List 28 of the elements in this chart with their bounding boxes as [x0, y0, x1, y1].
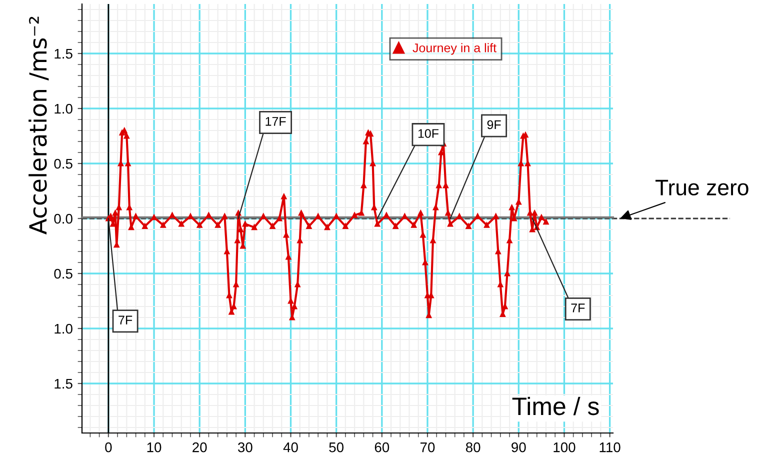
y-tick-label: 0.5 [54, 268, 72, 279]
x-tick-label: 10 [147, 442, 162, 452]
x-tick-label: 90 [512, 442, 526, 452]
y-tick-label: 1.5 [54, 48, 72, 59]
x-axis-title: Time / s [512, 396, 599, 416]
x-tick-label: 0 [105, 442, 112, 452]
x-tick-label: 50 [329, 442, 344, 452]
y-tick-label: 0.0 [54, 214, 72, 224]
x-tick-label: 60 [374, 442, 390, 452]
annotation: 10F [418, 129, 439, 138]
ref-line-label: True zero [656, 180, 748, 196]
annotation: 7F [118, 316, 132, 324]
x-tick-label: 100 [554, 442, 576, 452]
x-tick-label: 30 [238, 442, 252, 452]
x-tick-label: 80 [466, 442, 480, 452]
y-axis-title: Acceleration /ms⁻² [28, 16, 49, 235]
annotation: 17F [266, 117, 286, 126]
x-tick-label: 40 [283, 442, 298, 452]
y-tick-label: 1.0 [54, 104, 72, 114]
x-tick-label: 110 [600, 442, 620, 452]
x-tick-label: 20 [192, 442, 207, 452]
legend-label: Journey in a lift [412, 43, 496, 55]
x-tick-label: 70 [420, 442, 435, 452]
annotation: 9F [487, 120, 501, 130]
annotation: 7F [571, 304, 585, 312]
y-tick-label: 1.0 [54, 324, 72, 334]
y-tick-label: 0.5 [54, 158, 72, 169]
y-tick-label: 1.5 [54, 378, 72, 389]
